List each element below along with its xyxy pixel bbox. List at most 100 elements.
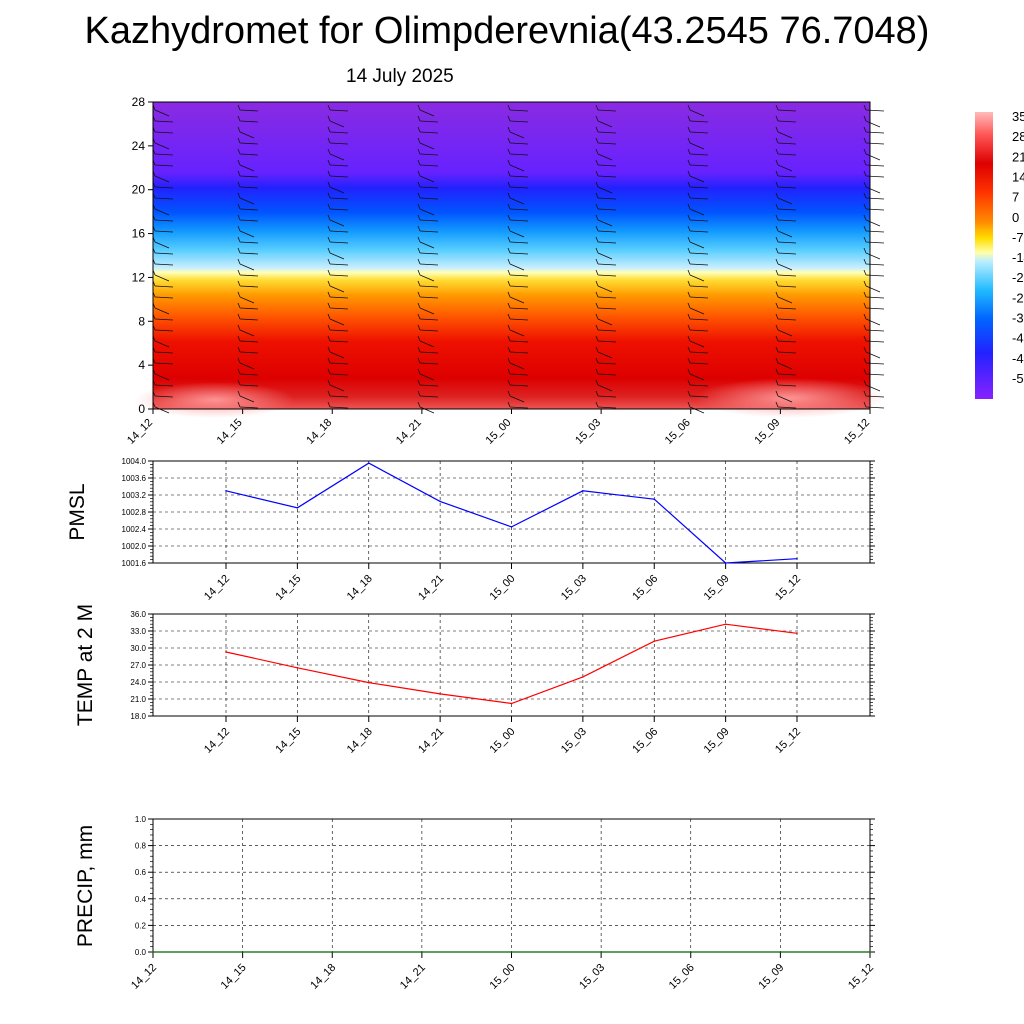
wind-barb — [777, 384, 797, 387]
wind-barb — [865, 131, 885, 134]
wind-barb — [419, 230, 439, 233]
wind-barb — [419, 219, 439, 222]
wind-barb-flag — [595, 401, 599, 408]
heatmap-y-tick-label: 20 — [132, 183, 146, 197]
wind-barb — [597, 186, 613, 194]
wind-barb-flag — [775, 214, 779, 221]
wind-barb — [597, 340, 617, 343]
x-tick-label: 14_12 — [202, 726, 232, 756]
date-subtitle: 14 July 2025 — [346, 66, 454, 87]
wind-barb — [865, 230, 885, 233]
wind-barb — [329, 120, 345, 128]
wind-barb — [239, 208, 259, 211]
wind-barb-flag — [687, 357, 691, 364]
y-axis-label: PRECIP, mm — [74, 825, 97, 947]
wind-barb — [777, 263, 793, 271]
wind-barb-flag — [237, 401, 241, 408]
wind-barb-flag — [417, 148, 421, 155]
wind-barb — [154, 219, 174, 222]
data-point — [241, 951, 244, 953]
wind-barb-flag — [417, 225, 421, 232]
wind-barb — [419, 120, 439, 123]
wind-barb-flag — [775, 181, 779, 188]
wind-barb — [239, 296, 255, 304]
wind-barb-flag — [237, 324, 241, 331]
wind-barb-flag — [417, 379, 421, 386]
wind-barb — [419, 252, 439, 255]
wind-barb-flag — [327, 368, 331, 375]
wind-barb — [689, 406, 705, 414]
wind-barb — [239, 351, 259, 354]
wind-barb — [419, 241, 435, 249]
wind-barb-flag — [595, 247, 599, 254]
wind-barb — [239, 340, 259, 343]
wind-barb-flag — [775, 159, 779, 166]
wind-barb — [597, 252, 613, 260]
wind-barb-flag — [775, 104, 779, 111]
wind-barb — [597, 384, 613, 392]
wind-barb — [777, 340, 797, 343]
wind-barb — [239, 373, 259, 376]
wind-barb — [329, 230, 349, 233]
wind-barb — [865, 384, 881, 392]
x-tick-label: 14_12 — [202, 573, 232, 603]
x-tick-label: 14_18 — [308, 962, 338, 992]
wind-barb-flag — [507, 346, 511, 353]
x-tick-label: 14_15 — [273, 726, 303, 756]
data-point — [152, 951, 154, 953]
wind-barb — [509, 219, 529, 222]
wind-barb — [865, 252, 881, 260]
data-point — [296, 506, 299, 509]
y-tick-label: 1004.0 — [122, 457, 147, 466]
heatmap-x-tick-label: 15_12 — [842, 417, 872, 447]
wind-barb — [777, 142, 797, 145]
wind-barb — [509, 395, 525, 403]
wind-barb — [239, 395, 255, 403]
wind-barb — [154, 186, 174, 189]
wind-barb-flag — [327, 390, 331, 397]
wind-barb — [239, 285, 259, 288]
wind-barb — [329, 406, 349, 409]
colorbar-label: -42 — [1012, 331, 1024, 346]
wind-barb-flag — [775, 170, 779, 177]
data-point — [689, 951, 692, 953]
data-point — [510, 526, 513, 528]
wind-barb-flag — [417, 104, 421, 111]
y-tick-label: 0.2 — [135, 921, 147, 930]
wind-barb — [777, 285, 797, 288]
wind-barb — [509, 241, 529, 244]
wind-barb — [597, 395, 617, 398]
heatmap-x-tick-label: 14_15 — [215, 417, 245, 447]
wind-barb-flag — [595, 324, 599, 331]
wind-barb — [154, 351, 174, 354]
wind-barb — [509, 197, 525, 205]
wind-barb — [329, 263, 349, 266]
line-panels: 1001.6 1002.0 1002.4 1002.8 1003.2 1003.6 1004… — [66, 457, 876, 992]
wind-barb — [777, 296, 793, 304]
wind-barb-flag — [327, 236, 331, 243]
wind-barb-flag — [327, 313, 331, 320]
wind-barb-flag — [237, 148, 241, 155]
wind-barb — [777, 318, 797, 321]
wind-barb — [239, 109, 259, 112]
wind-barb — [865, 307, 885, 310]
wind-barb-flag — [595, 137, 599, 144]
wind-barb-flag — [507, 335, 511, 342]
colorbar-label: 21 — [1012, 149, 1024, 164]
wind-barb-flag — [863, 170, 867, 177]
wind-barb — [689, 307, 705, 315]
wind-barb-flag — [327, 148, 331, 155]
wind-barb — [597, 406, 617, 409]
wind-barb — [865, 186, 881, 194]
wind-barb-flag — [507, 137, 511, 144]
wind-barb — [419, 153, 439, 156]
wind-barb-flag — [417, 181, 421, 188]
wind-barb — [689, 285, 709, 288]
wind-barb-flag — [595, 225, 599, 232]
colorbar-strip — [975, 112, 993, 399]
wind-barb-flag — [687, 247, 691, 254]
wind-barb — [777, 241, 797, 244]
colorbar-label: 14 — [1012, 169, 1024, 184]
wind-barb — [329, 373, 349, 376]
wind-barb — [689, 197, 709, 200]
